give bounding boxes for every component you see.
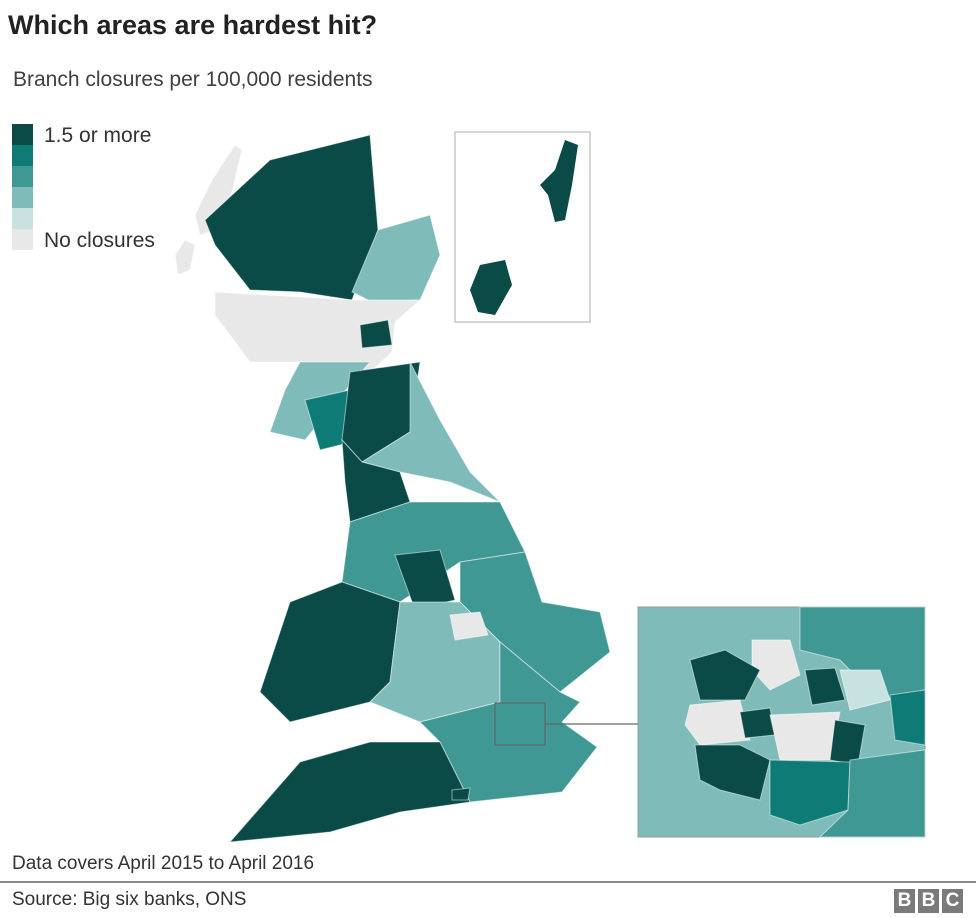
borough	[889, 689, 926, 746]
borough	[818, 749, 926, 838]
region-central-scotland	[214, 291, 422, 373]
chart-title: Which areas are hardest hit?	[8, 10, 378, 40]
inset-shetland-orkney	[454, 131, 591, 323]
legend-swatch	[12, 124, 33, 145]
region-orkney	[470, 260, 512, 315]
borough	[694, 744, 771, 801]
borough	[769, 759, 851, 826]
source: Source: Big six banks, ONS	[12, 889, 247, 910]
region-leicester	[449, 611, 489, 641]
logo-letter: B	[894, 889, 915, 913]
region-west-midlands	[394, 549, 456, 611]
legend: 1.5 or more No closures	[12, 124, 155, 252]
borough	[804, 667, 846, 706]
legend-swatch	[12, 166, 33, 187]
divider	[0, 881, 976, 883]
legend-swatch	[12, 145, 33, 166]
region-fife	[359, 319, 393, 349]
borough	[689, 649, 761, 701]
region-south-west	[228, 741, 471, 843]
legend-bottom-label: No closures	[44, 229, 155, 252]
logo-letter: B	[918, 889, 939, 913]
region-highlands	[204, 134, 379, 301]
legend-swatch	[12, 229, 33, 250]
inset-london	[637, 606, 926, 838]
legend-swatch	[12, 187, 33, 208]
legend-top-label: 1.5 or more	[44, 124, 152, 147]
footnote: Data covers April 2015 to April 2016	[12, 853, 315, 874]
chart-subtitle: Branch closures per 100,000 residents	[13, 68, 373, 91]
logo-letter: C	[942, 889, 963, 913]
region-south-east	[419, 640, 598, 803]
legend-swatch	[12, 208, 33, 229]
borough	[684, 699, 751, 746]
borough	[739, 707, 776, 739]
borough	[839, 669, 891, 711]
region-hebrides	[194, 144, 243, 236]
region-shetland	[540, 140, 578, 222]
borough	[769, 711, 841, 761]
region-hebrides-south	[174, 239, 196, 276]
region-yorkshire	[360, 361, 501, 503]
bbc-logo: B B C	[894, 889, 963, 913]
region-isle-of-wight	[451, 787, 471, 801]
